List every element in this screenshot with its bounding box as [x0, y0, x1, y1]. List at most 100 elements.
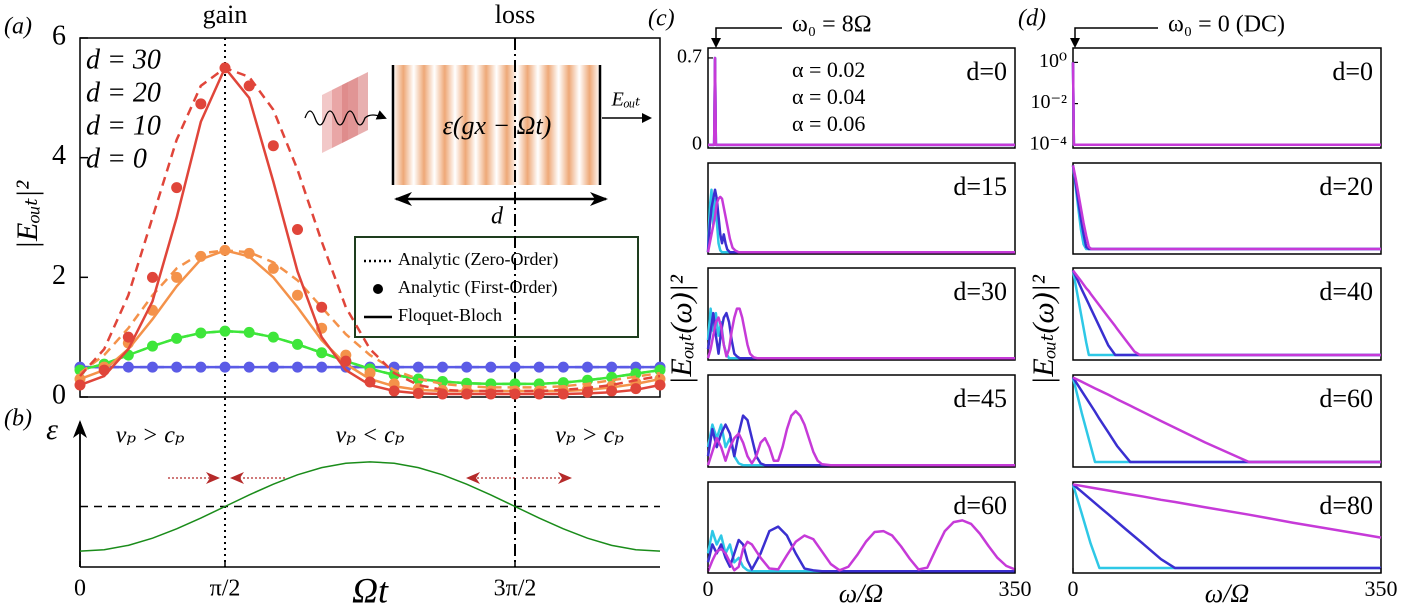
- legend-entry: α = 0.06: [792, 111, 865, 136]
- series-label: d = 10: [86, 110, 161, 141]
- x-tick-label: 3π/2: [494, 576, 537, 602]
- x-tick-label: 0: [1068, 576, 1079, 601]
- spectrum-line: [706, 195, 1015, 254]
- zero-order-line: [79, 66, 661, 393]
- inset: Eₒᵤₜ ε(gx − Ωt) d: [304, 65, 652, 230]
- first-order-dot: [147, 340, 158, 352]
- spectrum-line: [1072, 483, 1381, 570]
- spectrum-line: [1072, 376, 1381, 464]
- first-order-dot: [122, 361, 134, 373]
- modulated-slab: [393, 65, 600, 185]
- first-order-dot: [606, 361, 618, 373]
- first-order-dot: [267, 140, 279, 152]
- first-order-dot: [267, 361, 279, 373]
- y-axis-label: |Eₒᵤₜ(ω)|²: [1027, 274, 1060, 385]
- marker-label: gain: [203, 0, 248, 29]
- spectrum-line: [708, 56, 1015, 147]
- length-label: d: [491, 204, 504, 230]
- spectrum-line: [706, 307, 1015, 360]
- spectrum-line: [1071, 165, 1381, 251]
- first-order-dot: [122, 331, 134, 343]
- y-tick-label: 0: [692, 132, 702, 154]
- first-order-dot: [98, 364, 110, 376]
- y-tick-label: 6: [52, 20, 66, 51]
- first-order-dot: [195, 250, 207, 262]
- first-order-dot: [243, 247, 255, 259]
- y-axis-label: |Eₒᵤₜ(ω)|²: [665, 274, 698, 385]
- panel-label: (c): [648, 6, 675, 32]
- subplot-frame: [707, 481, 1016, 574]
- first-order-dot: [267, 262, 279, 274]
- incident-wave: [304, 110, 387, 126]
- legend-entry: Floquet-Bloch: [398, 305, 502, 325]
- y-tick-label: 2: [52, 260, 66, 291]
- x-axis-label: ω/Ω: [839, 579, 883, 608]
- first-order-dot: [533, 361, 545, 373]
- first-order-dot: [74, 379, 86, 391]
- first-order-dot: [292, 361, 303, 373]
- first-order-dot: [267, 331, 279, 343]
- legend-entry: α = 0.02: [792, 57, 865, 82]
- annotation: ω₀ = 0 (DC): [1168, 12, 1285, 38]
- panel-label: (d): [1018, 6, 1046, 32]
- y-axis-label: ε: [46, 413, 58, 446]
- first-order-dot: [557, 388, 569, 400]
- first-order-dot: [606, 385, 618, 397]
- first-order-dot: [316, 347, 328, 359]
- x-tick-label: 350: [1365, 576, 1398, 601]
- subplot-frame: [1072, 47, 1382, 149]
- first-order-dot: [412, 387, 424, 399]
- spectrum-line: [1072, 269, 1381, 357]
- series-label: d = 0: [86, 143, 147, 174]
- spectrum-line: [1071, 62, 1381, 147]
- subplot-frame: [1072, 267, 1382, 361]
- first-order-dot: [243, 361, 255, 373]
- panel-label: (b): [4, 406, 32, 432]
- marker-label: loss: [495, 0, 535, 29]
- subplot-frame: [707, 47, 1016, 149]
- legend-entry: Analytic (First-Order): [398, 277, 557, 298]
- y-tick-label: 4: [52, 140, 66, 171]
- legend-box: [354, 236, 639, 338]
- legend: Analytic (Zero-Order) Analytic (First-Or…: [354, 236, 639, 338]
- first-order-dot: [316, 361, 328, 373]
- frequency-pointer: [711, 27, 782, 48]
- first-order-dot: [219, 361, 231, 373]
- pulse-front: [342, 72, 368, 143]
- x-tick-label: 0: [74, 576, 86, 602]
- x-tick-label: π/2: [210, 576, 241, 602]
- annotation: ω₀ = 8Ω: [792, 12, 872, 38]
- first-order-dot: [292, 338, 303, 350]
- first-order-dot: [147, 271, 158, 283]
- legend-entry: Analytic (Zero-Order): [398, 249, 558, 270]
- annotation: vₚ > cₚ: [116, 423, 185, 449]
- y-axis-label: |Eₒᵤₜ|²: [11, 180, 44, 250]
- x-tick-label: 350: [999, 576, 1032, 601]
- first-order-dot: [219, 62, 231, 74]
- y-tick-label: 10⁻²: [1030, 91, 1067, 113]
- first-order-dot: [171, 271, 183, 283]
- spectrum-line: [706, 414, 1015, 467]
- legend-glyph: [373, 284, 383, 294]
- subplot-title: d=40: [1319, 277, 1373, 306]
- first-order-dot: [437, 361, 448, 373]
- first-order-dot: [388, 385, 400, 397]
- first-order-dot: [437, 388, 448, 400]
- permittivity-curve: [79, 461, 661, 552]
- first-order-dot: [412, 361, 424, 373]
- first-order-dot: [461, 361, 473, 373]
- legend-entry: α = 0.04: [792, 84, 865, 109]
- first-order-dot: [292, 223, 303, 235]
- y-tick-label: 10⁰: [1039, 50, 1067, 72]
- x-axis-label: Ωt: [352, 570, 389, 610]
- first-order-dot: [509, 361, 521, 373]
- subplot-title: d=15: [953, 172, 1007, 201]
- first-order-dot: [509, 388, 521, 400]
- y-tick-label: 0: [52, 379, 66, 410]
- spectrum-line: [706, 188, 1015, 254]
- zero-order-line: [79, 249, 661, 389]
- frequency-pointer: [1070, 27, 1158, 48]
- y-tick-label: 0.7: [677, 46, 702, 68]
